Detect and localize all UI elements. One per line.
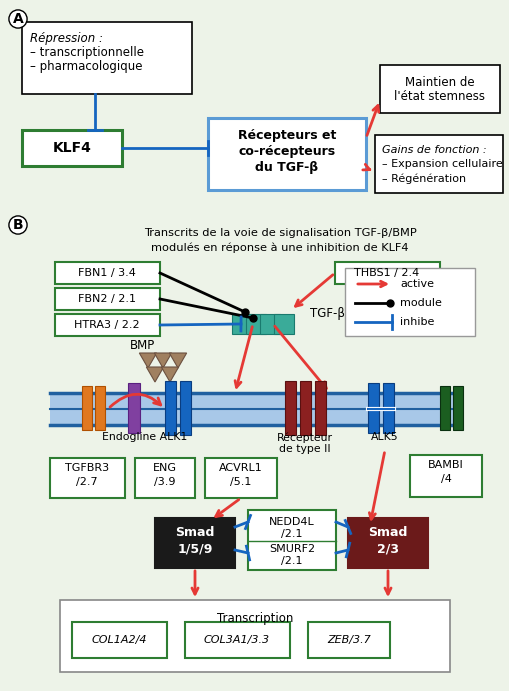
Text: TGFBR3: TGFBR3 <box>65 463 109 473</box>
FancyBboxPatch shape <box>50 458 125 498</box>
Bar <box>82 386 92 430</box>
FancyBboxPatch shape <box>185 622 290 658</box>
Bar <box>368 383 379 433</box>
Text: module: module <box>400 298 442 308</box>
FancyBboxPatch shape <box>345 268 475 336</box>
Bar <box>285 381 296 435</box>
FancyBboxPatch shape <box>410 455 482 497</box>
Text: /5.1: /5.1 <box>230 477 251 487</box>
Bar <box>315 381 326 435</box>
Text: Endogline ALK1: Endogline ALK1 <box>102 432 188 442</box>
Text: Smad: Smad <box>369 527 408 540</box>
Text: B: B <box>13 218 23 232</box>
Text: – Régénération: – Régénération <box>382 173 466 184</box>
FancyBboxPatch shape <box>55 288 160 310</box>
Text: /2.1: /2.1 <box>281 556 303 566</box>
Text: du TGF-β: du TGF-β <box>256 160 319 173</box>
Bar <box>453 386 463 430</box>
Bar <box>180 381 191 435</box>
Text: ACVRL1: ACVRL1 <box>219 463 263 473</box>
FancyBboxPatch shape <box>308 622 390 658</box>
FancyBboxPatch shape <box>380 65 500 113</box>
Text: ALK5: ALK5 <box>371 432 399 442</box>
Text: A: A <box>13 12 23 26</box>
Bar <box>383 383 394 433</box>
FancyBboxPatch shape <box>60 600 450 672</box>
Text: /2.1: /2.1 <box>281 529 303 539</box>
Bar <box>128 383 140 433</box>
Text: – pharmacologique: – pharmacologique <box>30 60 143 73</box>
Text: BAMBI: BAMBI <box>428 460 464 470</box>
Text: Récepteur
de type II: Récepteur de type II <box>277 432 333 454</box>
FancyBboxPatch shape <box>55 262 160 284</box>
FancyBboxPatch shape <box>22 130 122 166</box>
Text: FBN2 / 2.1: FBN2 / 2.1 <box>78 294 136 304</box>
Text: THBS1 / 2.4: THBS1 / 2.4 <box>354 268 419 278</box>
Text: KLF4: KLF4 <box>52 141 92 155</box>
FancyBboxPatch shape <box>205 458 277 498</box>
Text: 1/5/9: 1/5/9 <box>177 542 213 556</box>
Text: l'état stemness: l'état stemness <box>394 90 486 102</box>
FancyBboxPatch shape <box>22 22 192 94</box>
Bar <box>300 381 311 435</box>
Text: – transcriptionnelle: – transcriptionnelle <box>30 46 144 59</box>
Bar <box>440 386 450 430</box>
Text: ZEB/3.7: ZEB/3.7 <box>327 635 371 645</box>
Text: active: active <box>400 279 434 289</box>
Text: COL3A1/3.3: COL3A1/3.3 <box>204 635 270 645</box>
FancyBboxPatch shape <box>135 458 195 498</box>
FancyBboxPatch shape <box>55 314 160 336</box>
Text: co-récepteurs: co-récepteurs <box>238 144 335 158</box>
FancyBboxPatch shape <box>72 622 167 658</box>
Text: Récepteurs et: Récepteurs et <box>238 129 336 142</box>
FancyBboxPatch shape <box>375 135 503 193</box>
Text: TGF-β: TGF-β <box>310 307 345 319</box>
FancyBboxPatch shape <box>348 518 428 568</box>
Text: Smad: Smad <box>175 527 215 540</box>
Text: ENG: ENG <box>153 463 177 473</box>
Text: – Expansion cellulaire: – Expansion cellulaire <box>382 159 503 169</box>
Text: HTRA3 / 2.2: HTRA3 / 2.2 <box>74 320 140 330</box>
Text: modulés en réponse à une inhibition de KLF4: modulés en réponse à une inhibition de K… <box>151 242 409 252</box>
Text: Gains de fonction :: Gains de fonction : <box>382 145 487 155</box>
FancyBboxPatch shape <box>208 118 366 190</box>
Text: inhibe: inhibe <box>400 317 434 327</box>
FancyBboxPatch shape <box>155 518 235 568</box>
Text: COL1A2/4: COL1A2/4 <box>91 635 147 645</box>
Text: SMURF2: SMURF2 <box>269 544 315 554</box>
Bar <box>50 393 460 425</box>
Text: Transcription: Transcription <box>217 612 293 625</box>
Text: /2.7: /2.7 <box>76 477 98 487</box>
FancyBboxPatch shape <box>248 510 336 570</box>
Bar <box>165 381 176 435</box>
Text: /3.9: /3.9 <box>154 477 176 487</box>
Text: Transcrits de la voie de signalisation TGF-β/BMP: Transcrits de la voie de signalisation T… <box>144 228 416 238</box>
Text: Maintien de: Maintien de <box>405 75 475 88</box>
Text: Répression :: Répression : <box>30 32 103 45</box>
Text: /4: /4 <box>441 474 451 484</box>
Bar <box>95 386 105 430</box>
Text: FBN1 / 3.4: FBN1 / 3.4 <box>78 268 136 278</box>
FancyBboxPatch shape <box>335 262 440 284</box>
Text: NEDD4L: NEDD4L <box>269 517 315 527</box>
Text: 2/3: 2/3 <box>377 542 399 556</box>
Text: BMP: BMP <box>130 339 155 352</box>
